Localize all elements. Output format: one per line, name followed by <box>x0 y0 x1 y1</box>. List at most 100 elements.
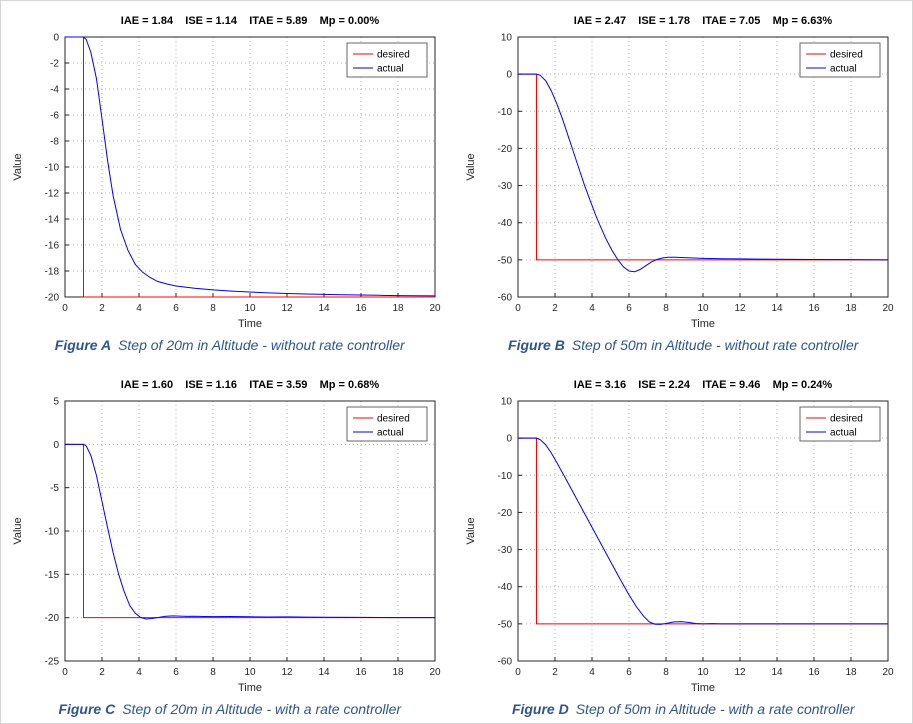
svg-text:8: 8 <box>663 303 669 314</box>
svg-text:14: 14 <box>318 667 330 678</box>
svg-text:desired: desired <box>830 414 863 425</box>
svg-text:20: 20 <box>429 303 441 314</box>
panel-figure-b: 0 2 4 6 8 10 12 14 16 18 20 10 0 -10 -20 -30 -40 -50 -60 IA… <box>460 9 908 359</box>
svg-text:desired: desired <box>830 50 863 61</box>
svg-text:-8: -8 <box>50 137 59 148</box>
chart-figure-c: 0 2 4 6 8 10 12 14 16 18 20 5 0 -5 -10 -15 -20 -25 IAE = 1… <box>12 379 441 694</box>
svg-text:8: 8 <box>210 667 216 678</box>
svg-text:-10: -10 <box>498 471 513 482</box>
svg-text:actual: actual <box>377 64 404 75</box>
caption-label: Figure D <box>511 701 569 717</box>
svg-text:-20: -20 <box>44 613 59 624</box>
svg-text:14: 14 <box>772 303 784 314</box>
svg-text:4: 4 <box>136 667 142 678</box>
panel-figure-d: 0 2 4 6 8 10 12 14 16 18 20 10 0 -10 -20 -30 -40 -50 -60 IA… <box>460 373 908 723</box>
svg-text:-20: -20 <box>498 144 513 155</box>
svg-text:18: 18 <box>392 303 404 314</box>
svg-text:IAE = 3.16 ISE = 2.24 IT: IAE = 3.16 ISE = 2.24 ITAE = 9.46 Mp = 0… <box>574 379 833 391</box>
svg-text:-20: -20 <box>498 508 513 519</box>
svg-text:14: 14 <box>318 303 330 314</box>
svg-text:actual: actual <box>830 428 857 439</box>
svg-text:12: 12 <box>281 667 293 678</box>
svg-text:0: 0 <box>53 440 59 451</box>
svg-text:2: 2 <box>552 667 558 678</box>
svg-text:16: 16 <box>355 667 367 678</box>
caption-text: Step of 20m in Altitude - with a rate co… <box>122 701 402 717</box>
panel-figure-a: 0 2 4 6 8 10 12 14 16 18 20 0 -2 -4 -6 -8 -10 -12 -14 -16 -1… <box>6 9 454 359</box>
svg-text:16: 16 <box>355 303 367 314</box>
caption-figure-c: Figure C Step of 20m in Altitude - with a… <box>58 700 401 718</box>
svg-text:Time: Time <box>238 682 262 694</box>
svg-text:6: 6 <box>173 667 179 678</box>
svg-text:Value: Value <box>465 517 477 544</box>
svg-text:4: 4 <box>589 303 595 314</box>
caption-figure-b: Figure B Step of 50m in Altitude - withou… <box>508 336 858 354</box>
svg-text:16: 16 <box>809 303 821 314</box>
svg-text:-30: -30 <box>498 181 513 192</box>
svg-text:0: 0 <box>53 33 59 44</box>
caption-figure-d: Figure D Step of 50m in Altitude - with a… <box>512 700 855 718</box>
svg-text:0: 0 <box>62 667 68 678</box>
svg-text:2: 2 <box>99 303 105 314</box>
svg-text:2: 2 <box>99 667 105 678</box>
svg-text:-10: -10 <box>498 107 513 118</box>
svg-text:10: 10 <box>698 303 710 314</box>
svg-text:6: 6 <box>626 667 632 678</box>
svg-text:IAE = 1.84 ISE = 1.14 IT: IAE = 1.84 ISE = 1.14 ITAE = 5.89 Mp = 0… <box>121 15 380 27</box>
svg-text:-50: -50 <box>498 255 513 266</box>
svg-text:16: 16 <box>809 667 821 678</box>
svg-text:-12: -12 <box>44 189 59 200</box>
svg-text:10: 10 <box>501 397 513 408</box>
svg-text:-40: -40 <box>498 218 513 229</box>
chart-figure-d: 0 2 4 6 8 10 12 14 16 18 20 10 0 -10 -20 -30 -40 -50 -60 IA… <box>465 379 895 694</box>
svg-text:4: 4 <box>589 667 595 678</box>
svg-text:-30: -30 <box>498 545 513 556</box>
svg-text:-15: -15 <box>44 570 59 581</box>
svg-text:Value: Value <box>12 153 24 180</box>
svg-text:-4: -4 <box>50 85 59 96</box>
svg-text:10: 10 <box>244 303 256 314</box>
svg-text:-25: -25 <box>44 657 59 668</box>
svg-text:-5: -5 <box>50 483 59 494</box>
svg-text:desired: desired <box>377 414 410 425</box>
svg-text:desired: desired <box>377 50 410 61</box>
svg-text:-16: -16 <box>44 241 59 252</box>
svg-text:10: 10 <box>698 667 710 678</box>
svg-text:actual: actual <box>377 428 404 439</box>
svg-text:6: 6 <box>173 303 179 314</box>
svg-text:Time: Time <box>691 682 715 694</box>
svg-text:Time: Time <box>691 318 715 330</box>
svg-text:12: 12 <box>281 303 293 314</box>
svg-text:-40: -40 <box>498 582 513 593</box>
svg-text:IAE = 2.47 ISE = 1.78 IT: IAE = 2.47 ISE = 1.78 ITAE = 7.05 Mp = 6… <box>574 15 833 27</box>
svg-text:8: 8 <box>663 667 669 678</box>
svg-text:20: 20 <box>883 303 895 314</box>
svg-text:20: 20 <box>883 667 895 678</box>
svg-text:2: 2 <box>552 303 558 314</box>
svg-text:IAE = 1.60 ISE = 1.16 IT: IAE = 1.60 ISE = 1.16 ITAE = 3.59 Mp = 0… <box>121 379 380 391</box>
svg-text:10: 10 <box>244 667 256 678</box>
svg-text:18: 18 <box>846 303 858 314</box>
caption-text: Step of 20m in Altitude - without rate c… <box>118 337 405 353</box>
svg-text:Time: Time <box>238 318 262 330</box>
svg-text:-50: -50 <box>498 619 513 630</box>
svg-text:-10: -10 <box>44 163 59 174</box>
svg-text:0: 0 <box>515 667 521 678</box>
chart-figure-a: 0 2 4 6 8 10 12 14 16 18 20 0 -2 -4 -6 -8 -10 -12 -14 -16 -1… <box>12 15 441 330</box>
svg-text:-6: -6 <box>50 111 59 122</box>
svg-text:Value: Value <box>465 153 477 180</box>
svg-text:-2: -2 <box>50 59 59 70</box>
svg-text:-14: -14 <box>44 215 59 226</box>
svg-text:8: 8 <box>210 303 216 314</box>
svg-text:4: 4 <box>136 303 142 314</box>
svg-text:-10: -10 <box>44 527 59 538</box>
svg-text:12: 12 <box>735 667 747 678</box>
svg-text:-20: -20 <box>44 293 59 304</box>
svg-text:actual: actual <box>830 64 857 75</box>
svg-text:-60: -60 <box>498 657 513 668</box>
svg-text:5: 5 <box>53 397 59 408</box>
svg-text:-18: -18 <box>44 267 59 278</box>
caption-label: Figure C <box>58 701 116 717</box>
svg-text:0: 0 <box>62 303 68 314</box>
